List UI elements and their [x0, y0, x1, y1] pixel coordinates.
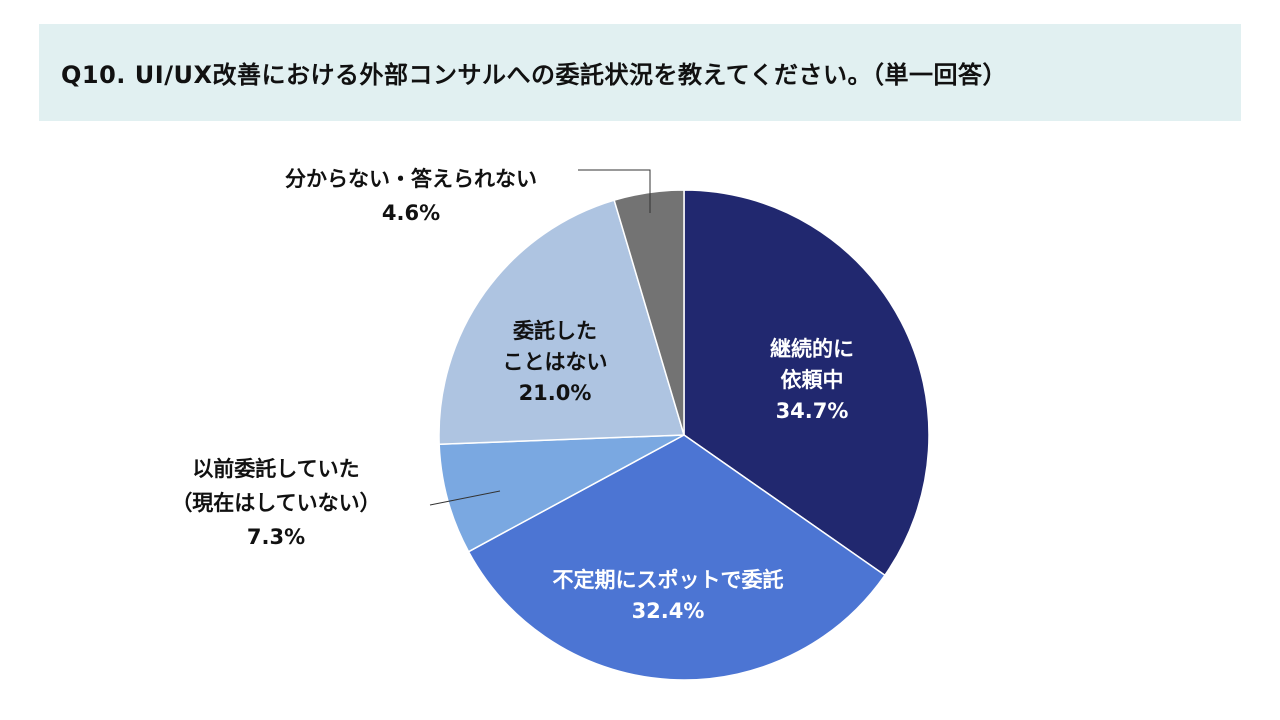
pie-slice [683, 189, 930, 577]
slice-value-label: 21.0% [519, 381, 592, 405]
question-banner: Q10. UI/UX改善における外部コンサルへの委託状況を教えてください。（単一… [39, 24, 1241, 121]
slice-value-label: 34.7% [776, 399, 849, 423]
slice-category-label: 継続的に [770, 337, 854, 361]
slice-category-label: 不定期にスポットで委託 [553, 568, 784, 592]
slice-category-label: 依頼中 [781, 368, 844, 392]
slice-category-label: 委託した [512, 319, 597, 343]
slice-category-label: （現在はしていない） [171, 491, 380, 515]
slice-value-label: 32.4% [632, 599, 705, 623]
slice-category-label: ことはない [503, 350, 608, 374]
slice-value-label: 4.6% [382, 201, 440, 225]
slice-value-label: 7.3% [247, 525, 305, 549]
leader-line [578, 169, 651, 213]
pie-slice [438, 434, 685, 553]
slice-category-label: 分からない・答えられない [285, 167, 537, 191]
leader-line [429, 490, 501, 506]
pie-slice [613, 189, 685, 436]
pie-slice [467, 434, 886, 681]
pie-slice [438, 199, 685, 446]
question-title: Q10. UI/UX改善における外部コンサルへの委託状況を教えてください。（単一… [61, 61, 1008, 89]
slice-category-label: 以前委託していた [192, 457, 359, 481]
